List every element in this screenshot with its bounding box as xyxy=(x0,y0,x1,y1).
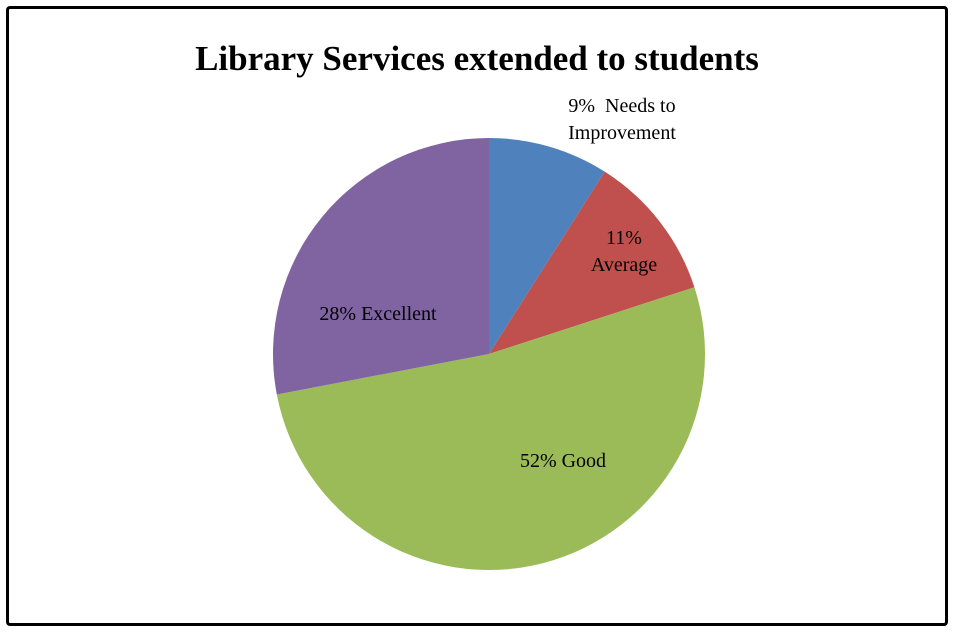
chart-title: Library Services extended to students xyxy=(195,39,759,78)
slice-label-line: 9% Needs to xyxy=(568,95,675,117)
pie-labels: 9% Needs to Improvement 11% Average 52% Good… xyxy=(319,95,676,472)
slice-label-3: 28% Excellent xyxy=(319,303,437,325)
slice-label-1: 11% Average xyxy=(591,227,657,276)
slice-label-2: 52% Good xyxy=(520,450,606,472)
slice-label-line: 28% Excellent xyxy=(319,303,437,325)
pie-slice-0 xyxy=(489,138,605,354)
pie-slice-2 xyxy=(276,287,705,570)
slice-label-line: 52% Good xyxy=(520,450,606,472)
slice-label-line: Improvement xyxy=(568,122,676,144)
pie-slices xyxy=(273,138,705,570)
slice-label-line: 11% xyxy=(606,227,642,249)
slice-label-0: 9% Needs to Improvement xyxy=(568,95,676,144)
pie-slice-1 xyxy=(489,171,695,354)
pie-slice-3 xyxy=(273,138,489,395)
slice-label-line: Average xyxy=(591,254,657,276)
